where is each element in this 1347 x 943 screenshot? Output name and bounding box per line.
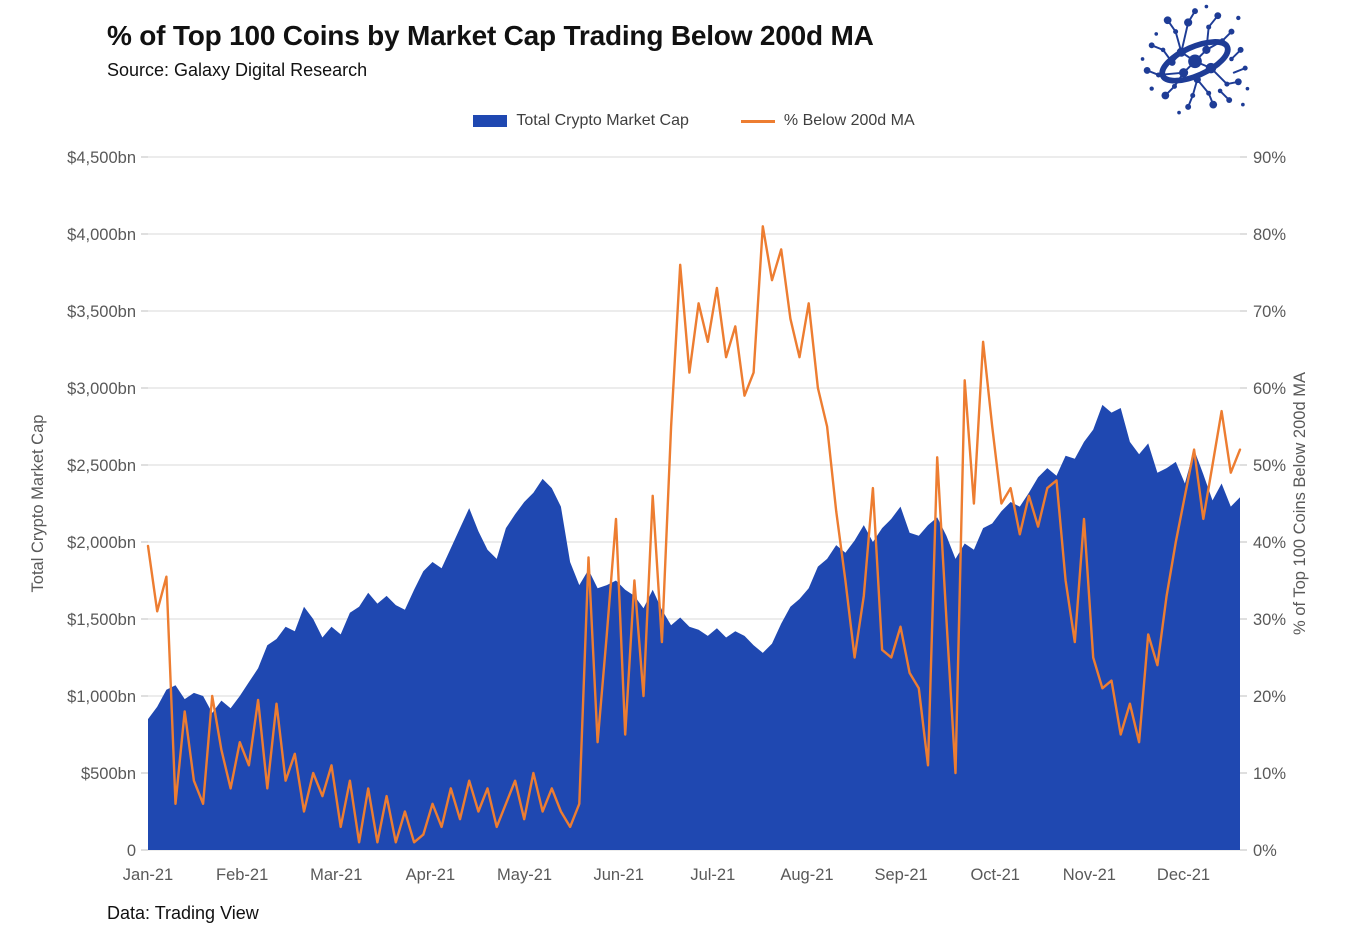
line-swatch-icon	[740, 119, 775, 123]
chart-legend: Total Crypto Market Cap % Below 200d MA	[148, 112, 1240, 130]
x-axis-tick-label: Mar-21	[310, 866, 362, 884]
x-axis-tick-label: Apr-21	[406, 866, 456, 884]
x-axis-tick-label: Jul-21	[690, 866, 735, 884]
x-axis-tick-label: Jan-21	[123, 866, 173, 884]
left-axis-tick-label: $3,000bn	[67, 380, 136, 398]
left-axis-tick-label: $500bn	[81, 765, 136, 783]
left-axis-tick-label: $3,500bn	[67, 303, 136, 321]
x-axis-tick-label: Oct-21	[970, 866, 1020, 884]
data-source-caption: Data: Trading View	[107, 903, 259, 923]
right-axis-tick-label: 30%	[1253, 611, 1286, 629]
left-axis-tick-label: $2,000bn	[67, 534, 136, 552]
right-axis-tick-label: 50%	[1253, 457, 1286, 475]
right-axis-tick-label: 80%	[1253, 226, 1286, 244]
area-swatch-icon	[473, 115, 508, 127]
left-axis-tick-label: 0	[127, 842, 136, 860]
x-axis-tick-label: Sep-21	[874, 866, 927, 884]
right-axis-tick-label: 40%	[1253, 534, 1286, 552]
right-axis-tick-label: 20%	[1253, 688, 1286, 706]
left-axis-tick-label: $2,500bn	[67, 457, 136, 475]
right-axis-tick-label: 90%	[1253, 149, 1286, 167]
x-axis-tick-label: Dec-21	[1157, 866, 1210, 884]
left-axis-tick-label: $4,500bn	[67, 149, 136, 167]
legend-label-market-cap: Total Crypto Market Cap	[516, 112, 689, 129]
line-series-pct-below-200dma	[146, 225, 1242, 844]
x-axis-tick-label: Jun-21	[593, 866, 643, 884]
area-series-total-market-cap	[148, 404, 1240, 850]
left-axis-tick-label: $1,500bn	[67, 611, 136, 629]
left-axis-tick-label: $1,000bn	[67, 688, 136, 706]
right-axis-title: % of Top 100 Coins Below 200d MA	[1291, 372, 1309, 635]
legend-label-below-200dma: % Below 200d MA	[783, 112, 915, 129]
legend-item-below-200dma: % Below 200d MA	[740, 112, 915, 130]
x-axis-tick-label: Aug-21	[780, 866, 833, 884]
x-axis-tick-label: Nov-21	[1063, 866, 1116, 884]
legend-item-market-cap: Total Crypto Market Cap	[473, 112, 689, 130]
left-axis-title: Total Crypto Market Cap	[29, 415, 47, 593]
source-caption: Source: Galaxy Digital Research	[107, 60, 368, 80]
right-axis-tick-label: 70%	[1253, 303, 1286, 321]
right-axis-tick-label: 60%	[1253, 380, 1286, 398]
x-axis-tick-label: Feb-21	[216, 866, 268, 884]
right-axis-tick-label: 10%	[1253, 765, 1286, 783]
x-axis-tick-label: May-21	[497, 866, 552, 884]
page-title: % of Top 100 Coins by Market Cap Trading…	[107, 20, 874, 51]
galaxy-digital-logo-icon	[1140, 4, 1250, 115]
left-axis-tick-label: $4,000bn	[67, 226, 136, 244]
right-axis-tick-label: 0%	[1253, 842, 1277, 860]
